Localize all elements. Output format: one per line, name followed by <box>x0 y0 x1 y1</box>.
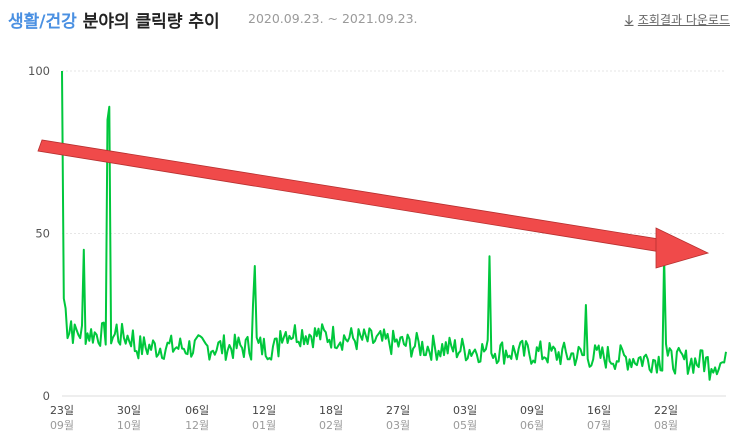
x-tick-day: 22일 <box>654 403 678 417</box>
x-tick-month: 02월 <box>319 419 343 432</box>
click-volume-line <box>61 70 727 381</box>
x-tick-month: 05월 <box>453 419 477 432</box>
x-tick-month: 06월 <box>520 419 544 432</box>
trend-arrow <box>37 139 710 269</box>
y-tick-label: 50 <box>35 227 50 241</box>
trend-arrow-head <box>655 227 710 269</box>
x-tick-day: 12일 <box>252 403 276 417</box>
x-tick-day: 27일 <box>386 403 410 417</box>
y-axis-ticks: 0 50 100 <box>28 64 50 403</box>
x-tick-month: 09월 <box>50 419 74 432</box>
x-tick-day: 06일 <box>185 403 209 417</box>
download-arrow-icon <box>624 14 634 26</box>
chart-title: 생활/건강 분야의 클릭량 추이 <box>8 7 220 32</box>
x-tick-day: 30일 <box>117 403 141 417</box>
x-tick-day: 16일 <box>587 403 611 417</box>
x-tick-month: 01월 <box>252 419 276 432</box>
x-tick-day: 23일 <box>50 403 74 417</box>
category-name: 생활/건강 <box>8 12 77 32</box>
x-tick-day: 03일 <box>453 403 477 417</box>
x-tick-month: 12월 <box>185 419 209 432</box>
download-label: 조회결과 다운로드 <box>637 13 730 27</box>
x-tick-month: 07월 <box>587 419 611 432</box>
x-tick-month: 10월 <box>117 419 141 432</box>
y-tick-label: 0 <box>43 389 50 403</box>
x-axis-ticks: 23일 09월 30일 10월 06일 12월 12일 01월 18일 02월 27일 03월 03일 0… <box>50 403 678 432</box>
x-tick-month: 03월 <box>386 419 410 432</box>
chart-header: 생활/건강 분야의 클릭량 추이 2020.09.23. ~ 2021.09.2… <box>8 7 730 33</box>
download-results-button[interactable]: 조회결과 다운로드 <box>624 11 730 28</box>
x-tick-day: 18일 <box>319 403 343 417</box>
trend-arrow-shaft <box>37 139 666 253</box>
title-suffix: 분야의 클릭량 추이 <box>82 12 220 32</box>
y-tick-label: 100 <box>28 64 50 78</box>
x-tick-month: 08월 <box>654 419 678 432</box>
x-tick-day: 09일 <box>520 403 544 417</box>
date-range: 2020.09.23. ~ 2021.09.23. <box>248 11 418 26</box>
